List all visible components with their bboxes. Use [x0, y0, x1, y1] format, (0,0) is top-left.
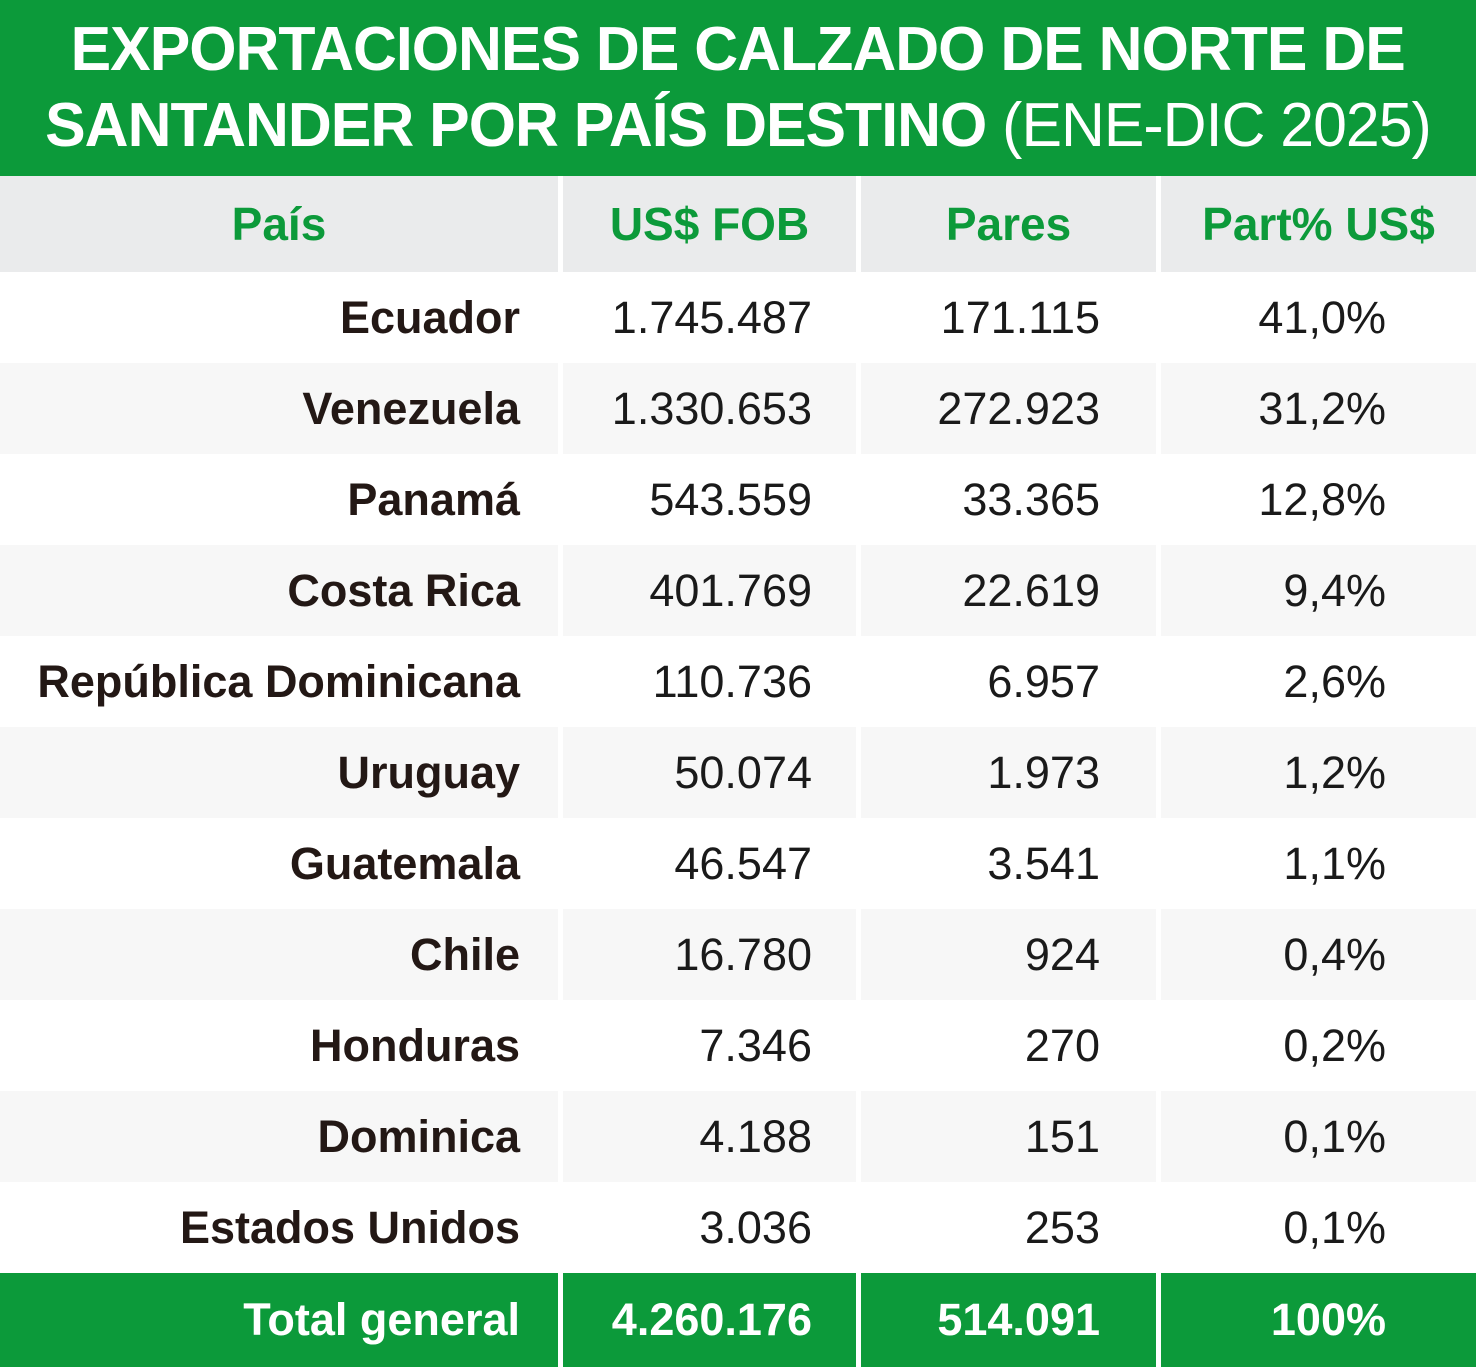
- title-line-2-period: (ENE-DIC 2025): [1002, 91, 1432, 160]
- cell-share: 0,1%: [1161, 1091, 1476, 1182]
- title-line-2-bold: SANTANDER POR PAÍS DESTINO: [45, 91, 1003, 160]
- cell-fob: 543.559: [563, 454, 861, 545]
- exports-table: País US$ FOB Pares Part% US$ Ecuador 1.74…: [0, 176, 1476, 1367]
- cell-fob: 110.736: [563, 636, 861, 727]
- cell-fob: 7.346: [563, 1000, 861, 1091]
- table-row: Ecuador 1.745.487 171.115 41,0%: [0, 272, 1476, 363]
- cell-fob: 46.547: [563, 818, 861, 909]
- cell-share: 1,1%: [1161, 818, 1476, 909]
- table-row: Guatemala 46.547 3.541 1,1%: [0, 818, 1476, 909]
- table-row: República Dominicana 110.736 6.957 2,6%: [0, 636, 1476, 727]
- cell-country: Guatemala: [0, 818, 563, 909]
- cell-fob: 401.769: [563, 545, 861, 636]
- cell-country: Dominica: [0, 1091, 563, 1182]
- table-body: Ecuador 1.745.487 171.115 41,0% Venezuela 1.3…: [0, 272, 1476, 1273]
- cell-country: Honduras: [0, 1000, 563, 1091]
- cell-fob: 4.188: [563, 1091, 861, 1182]
- table-row: Estados Unidos 3.036 253 0,1%: [0, 1182, 1476, 1273]
- title-banner: EXPORTACIONES DE CALZADO DE NORTE DE SAN…: [0, 0, 1476, 176]
- cell-fob: 16.780: [563, 909, 861, 1000]
- table-row: Panamá 543.559 33.365 12,8%: [0, 454, 1476, 545]
- cell-pairs: 272.923: [861, 363, 1161, 454]
- table-row: Costa Rica 401.769 22.619 9,4%: [0, 545, 1476, 636]
- cell-share: 2,6%: [1161, 636, 1476, 727]
- cell-country: República Dominicana: [0, 636, 563, 727]
- cell-pairs: 6.957: [861, 636, 1161, 727]
- header-share: Part% US$: [1161, 176, 1476, 272]
- cell-share: 12,8%: [1161, 454, 1476, 545]
- header-country: País: [0, 176, 563, 272]
- cell-share: 0,2%: [1161, 1000, 1476, 1091]
- cell-pairs: 270: [861, 1000, 1161, 1091]
- total-share: 100%: [1161, 1273, 1476, 1367]
- title-line-2: SANTANDER POR PAÍS DESTINO (ENE-DIC 2025…: [45, 88, 1432, 164]
- cell-country: Chile: [0, 909, 563, 1000]
- total-pairs: 514.091: [861, 1273, 1161, 1367]
- cell-pairs: 151: [861, 1091, 1161, 1182]
- table-row: Dominica 4.188 151 0,1%: [0, 1091, 1476, 1182]
- cell-country: Venezuela: [0, 363, 563, 454]
- cell-pairs: 1.973: [861, 727, 1161, 818]
- cell-pairs: 33.365: [861, 454, 1161, 545]
- cell-fob: 50.074: [563, 727, 861, 818]
- cell-share: 9,4%: [1161, 545, 1476, 636]
- cell-country: Ecuador: [0, 272, 563, 363]
- cell-pairs: 253: [861, 1182, 1161, 1273]
- total-row: Total general 4.260.176 514.091 100%: [0, 1273, 1476, 1367]
- cell-fob: 1.330.653: [563, 363, 861, 454]
- cell-pairs: 924: [861, 909, 1161, 1000]
- cell-pairs: 3.541: [861, 818, 1161, 909]
- cell-country: Uruguay: [0, 727, 563, 818]
- cell-share: 31,2%: [1161, 363, 1476, 454]
- header-row: País US$ FOB Pares Part% US$: [0, 176, 1476, 272]
- cell-pairs: 22.619: [861, 545, 1161, 636]
- table-row: Honduras 7.346 270 0,2%: [0, 1000, 1476, 1091]
- cell-country: Costa Rica: [0, 545, 563, 636]
- cell-fob: 1.745.487: [563, 272, 861, 363]
- cell-share: 0,1%: [1161, 1182, 1476, 1273]
- cell-share: 0,4%: [1161, 909, 1476, 1000]
- header-fob: US$ FOB: [563, 176, 861, 272]
- table-row: Chile 16.780 924 0,4%: [0, 909, 1476, 1000]
- table-row: Venezuela 1.330.653 272.923 31,2%: [0, 363, 1476, 454]
- title-line-1: EXPORTACIONES DE CALZADO DE NORTE DE: [70, 15, 1406, 84]
- cell-country: Panamá: [0, 454, 563, 545]
- cell-share: 41,0%: [1161, 272, 1476, 363]
- cell-fob: 3.036: [563, 1182, 861, 1273]
- cell-country: Estados Unidos: [0, 1182, 563, 1273]
- cell-pairs: 171.115: [861, 272, 1161, 363]
- cell-share: 1,2%: [1161, 727, 1476, 818]
- total-fob: 4.260.176: [563, 1273, 861, 1367]
- table-row: Uruguay 50.074 1.973 1,2%: [0, 727, 1476, 818]
- header-pairs: Pares: [861, 176, 1161, 272]
- total-label: Total general: [0, 1273, 563, 1367]
